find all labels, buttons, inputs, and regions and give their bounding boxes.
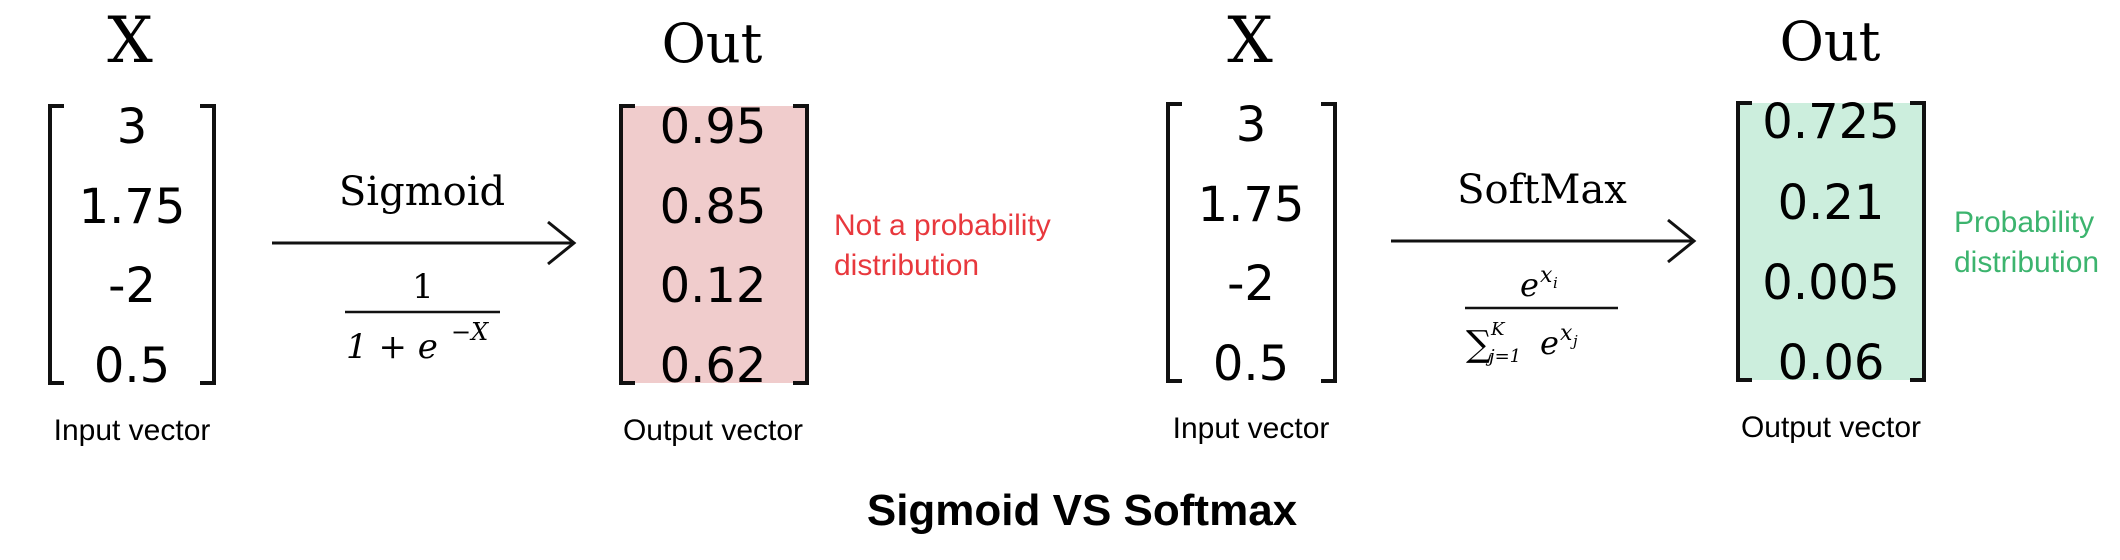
vector-value: 0.5	[1213, 336, 1289, 392]
sum-upper-limit: K	[1490, 319, 1506, 340]
output-header: Out	[662, 12, 763, 75]
formula-denominator-base: e	[1540, 324, 1559, 362]
vector-value: 0.95	[660, 99, 767, 155]
arrow	[272, 220, 577, 266]
distribution-note: Not a probability distribution	[834, 209, 1051, 282]
note-line: Not a probability	[834, 209, 1051, 242]
input-vector-brackets	[1166, 102, 1337, 383]
formula-denominator-exponent: x	[1560, 321, 1573, 346]
vector-value: 0.725	[1762, 94, 1899, 150]
output-vector: 0.95 0.85 0.12 0.62	[660, 99, 767, 394]
softmax-panel: X 3 1.75 -2 0.5 Input vector SoftMax e x…	[1166, 4, 2099, 445]
output-caption: Output vector	[623, 414, 803, 447]
vector-value: 1.75	[79, 179, 186, 235]
vector-value: 0.005	[1762, 255, 1899, 311]
formula-denominator-subscript: j	[1570, 332, 1578, 350]
formula-numerator-exponent: x	[1540, 263, 1553, 288]
arrow	[1391, 218, 1697, 264]
vector-value: 0.12	[660, 258, 767, 314]
note-line: distribution	[834, 249, 979, 282]
output-vector-brackets	[1736, 101, 1926, 382]
formula-exponent: −X	[451, 318, 489, 346]
input-caption: Input vector	[54, 414, 211, 447]
input-header: X	[1227, 4, 1273, 78]
output-caption: Output vector	[1741, 411, 1921, 444]
sigmoid-formula: 1 1 + e −X	[345, 267, 500, 367]
output-vector-brackets	[619, 104, 809, 385]
input-vector: 3 1.75 -2 0.5	[1198, 97, 1305, 392]
softmax-formula: e x i ∑ K j=1 e x j	[1465, 263, 1618, 367]
input-header: X	[107, 4, 153, 78]
formula-numerator-base: e	[1520, 266, 1539, 304]
formula-denominator: 1 + e	[346, 327, 438, 367]
vector-value: 3	[117, 99, 148, 155]
input-vector-brackets	[48, 104, 216, 385]
output-vector: 0.725 0.21 0.005 0.06	[1762, 94, 1899, 391]
input-caption: Input vector	[1173, 412, 1330, 445]
vector-value: 0.06	[1778, 335, 1885, 391]
output-header: Out	[1780, 10, 1881, 73]
function-name: SoftMax	[1457, 167, 1627, 213]
note-line: distribution	[1954, 246, 2099, 279]
vector-value: 0.85	[660, 179, 767, 235]
sum-symbol: ∑	[1466, 324, 1492, 365]
output-highlight	[621, 106, 807, 383]
vector-value: 1.75	[1198, 177, 1305, 233]
vector-value: -2	[108, 258, 156, 314]
input-vector: 3 1.75 -2 0.5	[79, 99, 186, 394]
sigmoid-panel: X 3 1.75 -2 0.5 Input vector Sigmoid 1 1…	[48, 4, 1051, 447]
sum-lower-limit: j=1	[1485, 346, 1521, 367]
formula-numerator: 1	[412, 267, 434, 307]
output-highlight	[1738, 103, 1924, 380]
vector-value: 0.5	[94, 338, 170, 394]
function-name: Sigmoid	[339, 169, 505, 215]
vector-value: 3	[1236, 97, 1267, 153]
note-line: Probability	[1954, 206, 2094, 239]
vector-value: 0.62	[660, 338, 767, 394]
diagram-title: Sigmoid VS Softmax	[867, 486, 1298, 535]
formula-numerator-subscript: i	[1553, 274, 1558, 292]
vector-value: -2	[1227, 256, 1275, 312]
distribution-note: Probability distribution	[1954, 206, 2099, 279]
vector-value: 0.21	[1778, 175, 1885, 231]
